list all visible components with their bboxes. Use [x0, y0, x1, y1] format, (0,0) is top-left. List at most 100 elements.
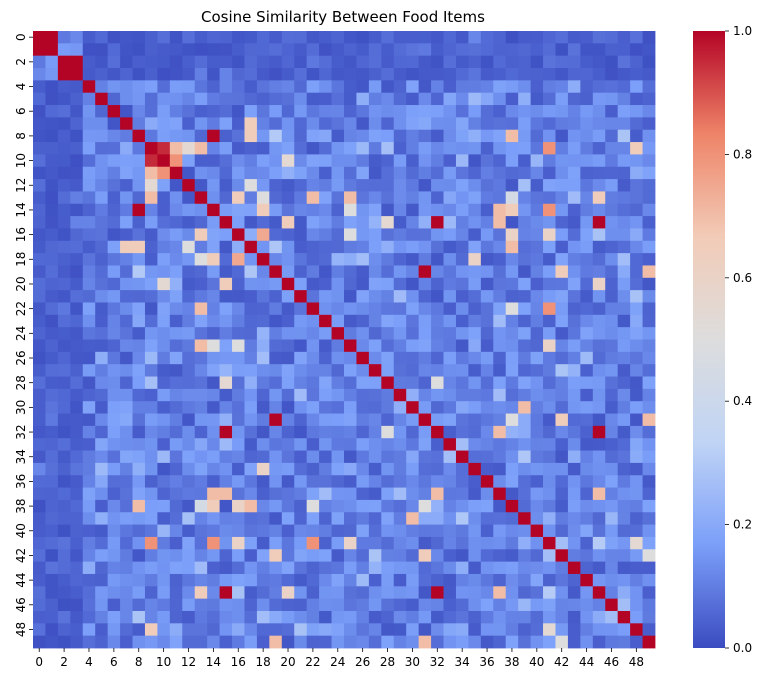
heatmap-cell: [406, 339, 420, 353]
heatmap-cell: [530, 105, 544, 118]
heatmap-cell: [182, 561, 196, 575]
heatmap-cell: [232, 216, 245, 229]
heatmap-cell: [406, 401, 420, 414]
heatmap-cell: [144, 314, 158, 328]
heatmap-cell: [455, 290, 469, 303]
heatmap-cell: [443, 339, 457, 353]
heatmap-cell: [518, 573, 531, 587]
heatmap-cell: [169, 142, 183, 155]
heatmap-cell: [45, 462, 59, 476]
heatmap-cell: [530, 401, 544, 414]
heatmap-cell: [356, 31, 370, 44]
heatmap-cell: [592, 105, 606, 118]
colorbar-tick-label: 0.2: [733, 518, 752, 532]
heatmap-cell: [232, 129, 245, 143]
heatmap-cell: [331, 549, 345, 563]
heatmap-cell: [294, 203, 308, 217]
heatmap-cell: [169, 623, 183, 637]
heatmap-cell: [555, 68, 569, 81]
heatmap-cell: [132, 524, 146, 538]
heatmap-cell: [306, 290, 320, 303]
heatmap-cell: [642, 438, 656, 451]
heatmap-cell: [381, 450, 395, 464]
heatmap-cell: [630, 31, 643, 44]
heatmap-cell: [306, 129, 320, 143]
heatmap-cell: [443, 240, 457, 254]
heatmap-cell: [368, 425, 382, 439]
heatmap-cell: [144, 512, 158, 525]
heatmap-cell: [219, 228, 233, 242]
heatmap-cell: [418, 129, 432, 143]
heatmap-cell: [269, 376, 283, 390]
heatmap-cell: [331, 573, 345, 587]
heatmap-cell: [605, 117, 619, 131]
heatmap-cell: [605, 425, 619, 439]
heatmap-cell: [344, 55, 357, 69]
heatmap-cell: [505, 438, 519, 451]
heatmap-cell: [555, 142, 569, 155]
heatmap-cell: [580, 561, 594, 575]
heatmap-cell: [455, 302, 469, 316]
heatmap-cell: [617, 43, 631, 57]
heatmap-cell: [169, 635, 183, 649]
heatmap-cell: [455, 203, 469, 217]
heatmap-cell: [306, 117, 320, 131]
heatmap-cell: [530, 635, 544, 649]
heatmap-cell: [95, 80, 109, 94]
heatmap-cell: [232, 635, 245, 649]
heatmap-cell: [95, 561, 109, 575]
heatmap-cell: [281, 536, 295, 550]
heatmap-cell: [281, 253, 295, 266]
heatmap-cell: [144, 586, 158, 600]
heatmap-cell: [269, 55, 283, 69]
x-tick-label: 18: [255, 655, 270, 669]
heatmap-cell: [57, 216, 71, 229]
heatmap-cell: [95, 438, 109, 451]
heatmap-cell: [57, 314, 71, 328]
heatmap-cell: [567, 598, 581, 612]
heatmap-cell: [157, 265, 171, 279]
heatmap-cell: [256, 265, 270, 279]
heatmap-cell: [57, 610, 71, 624]
heatmap-cell: [45, 401, 59, 414]
heatmap-cell: [207, 401, 220, 414]
y-tick-label: 38: [14, 498, 28, 513]
heatmap-cell: [281, 154, 295, 168]
heatmap-cell: [443, 499, 457, 513]
heatmap-cell: [256, 462, 270, 476]
heatmap-cell: [642, 216, 656, 229]
heatmap-cell: [617, 339, 631, 353]
heatmap-cell: [605, 277, 619, 291]
heatmap-cell: [294, 413, 308, 427]
y-tick-label: 0: [14, 33, 28, 41]
heatmap-cell: [144, 499, 158, 513]
heatmap-cell: [493, 314, 507, 328]
heatmap-cell: [107, 388, 121, 402]
heatmap-cell: [45, 142, 59, 155]
heatmap-cell: [443, 450, 457, 464]
heatmap-cell: [381, 302, 395, 316]
heatmap-cell: [281, 203, 295, 217]
heatmap-cell: [555, 154, 569, 168]
heatmap-cell: [381, 635, 395, 649]
heatmap-cell: [107, 105, 121, 118]
heatmap-cell: [480, 401, 494, 414]
y-tick-label: 26: [14, 350, 28, 365]
heatmap-cell: [169, 68, 183, 81]
heatmap-cell: [642, 191, 656, 205]
heatmap-cell: [630, 154, 643, 168]
heatmap-cell: [555, 487, 569, 501]
heatmap-cell: [269, 314, 283, 328]
heatmap-cell: [642, 524, 656, 538]
heatmap-cell: [443, 487, 457, 501]
heatmap-cell: [294, 598, 308, 612]
heatmap-cell: [306, 302, 320, 316]
heatmap-cell: [219, 413, 233, 427]
heatmap-cell: [617, 364, 631, 377]
heatmap-cell: [169, 351, 183, 365]
heatmap-cell: [107, 216, 121, 229]
heatmap-cell: [480, 31, 494, 44]
heatmap-cell: [406, 536, 420, 550]
heatmap-cell: [630, 191, 643, 205]
heatmap-cell: [207, 265, 220, 279]
